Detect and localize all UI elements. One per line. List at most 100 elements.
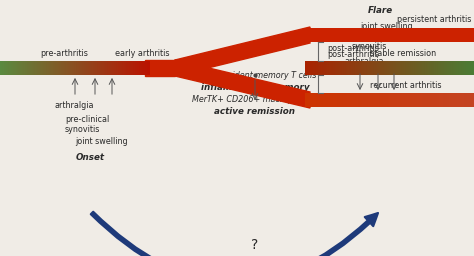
- Bar: [81, 61, 82, 75]
- Bar: [336, 93, 337, 107]
- Bar: [186, 61, 188, 75]
- Bar: [459, 28, 460, 42]
- Bar: [370, 93, 371, 107]
- Bar: [46, 61, 48, 75]
- Bar: [423, 28, 424, 42]
- Bar: [68, 61, 70, 75]
- Bar: [136, 61, 137, 75]
- Bar: [60, 61, 61, 75]
- Bar: [466, 61, 467, 75]
- Bar: [449, 61, 450, 75]
- Bar: [40, 61, 42, 75]
- Bar: [316, 28, 317, 42]
- Bar: [149, 61, 150, 75]
- Bar: [358, 28, 359, 42]
- Bar: [459, 28, 460, 42]
- Bar: [462, 28, 463, 42]
- Bar: [471, 61, 472, 75]
- Bar: [469, 93, 470, 107]
- Bar: [84, 61, 85, 75]
- Bar: [316, 93, 317, 107]
- Bar: [331, 61, 332, 75]
- Bar: [424, 28, 425, 42]
- Bar: [346, 61, 347, 75]
- Bar: [453, 28, 454, 42]
- Bar: [424, 28, 425, 42]
- Bar: [428, 93, 429, 107]
- Bar: [328, 93, 329, 107]
- Bar: [64, 61, 65, 75]
- Text: inflammation memory: inflammation memory: [201, 83, 310, 92]
- Bar: [439, 28, 440, 42]
- Bar: [463, 28, 464, 42]
- Bar: [333, 93, 334, 107]
- Bar: [316, 61, 317, 75]
- Bar: [125, 61, 126, 75]
- Bar: [462, 93, 463, 107]
- Bar: [472, 28, 473, 42]
- Bar: [438, 61, 439, 75]
- Bar: [337, 28, 338, 42]
- Bar: [385, 28, 386, 42]
- Bar: [52, 61, 53, 75]
- Bar: [334, 93, 335, 107]
- Bar: [138, 61, 139, 75]
- Bar: [407, 28, 408, 42]
- Polygon shape: [175, 27, 310, 76]
- Bar: [445, 93, 446, 107]
- Bar: [373, 28, 374, 42]
- Bar: [359, 61, 360, 75]
- Bar: [415, 93, 416, 107]
- Bar: [418, 28, 419, 42]
- Bar: [332, 93, 333, 107]
- Bar: [368, 61, 369, 75]
- Bar: [450, 61, 451, 75]
- Bar: [37, 61, 38, 75]
- Bar: [329, 61, 330, 75]
- Bar: [436, 28, 437, 42]
- Bar: [126, 61, 127, 75]
- Bar: [304, 61, 305, 75]
- Bar: [16, 61, 17, 75]
- Bar: [313, 28, 314, 42]
- Bar: [118, 61, 119, 75]
- Bar: [441, 93, 442, 107]
- Bar: [382, 28, 383, 42]
- Bar: [435, 61, 436, 75]
- Bar: [346, 61, 347, 75]
- Bar: [328, 28, 329, 42]
- Bar: [331, 28, 332, 42]
- Bar: [347, 61, 348, 75]
- Bar: [414, 93, 415, 107]
- Bar: [374, 93, 375, 107]
- Bar: [425, 28, 426, 42]
- Bar: [172, 61, 173, 75]
- Bar: [427, 61, 428, 75]
- Bar: [338, 93, 339, 107]
- Bar: [426, 93, 427, 107]
- Bar: [383, 93, 384, 107]
- Bar: [413, 93, 414, 107]
- Bar: [74, 61, 76, 75]
- Bar: [423, 61, 424, 75]
- Bar: [330, 93, 331, 107]
- Bar: [120, 61, 121, 75]
- Bar: [426, 28, 427, 42]
- Bar: [347, 28, 348, 42]
- Text: active remission: active remission: [215, 107, 295, 116]
- Bar: [412, 28, 413, 42]
- Bar: [319, 61, 320, 75]
- Bar: [379, 28, 380, 42]
- Bar: [440, 28, 441, 42]
- Bar: [121, 61, 122, 75]
- Bar: [429, 28, 430, 42]
- Bar: [336, 28, 337, 42]
- Bar: [402, 93, 403, 107]
- Bar: [392, 28, 393, 42]
- Bar: [124, 61, 126, 75]
- Bar: [366, 61, 367, 75]
- Bar: [5, 61, 6, 75]
- Bar: [413, 61, 414, 75]
- Bar: [393, 93, 394, 107]
- Bar: [397, 28, 398, 42]
